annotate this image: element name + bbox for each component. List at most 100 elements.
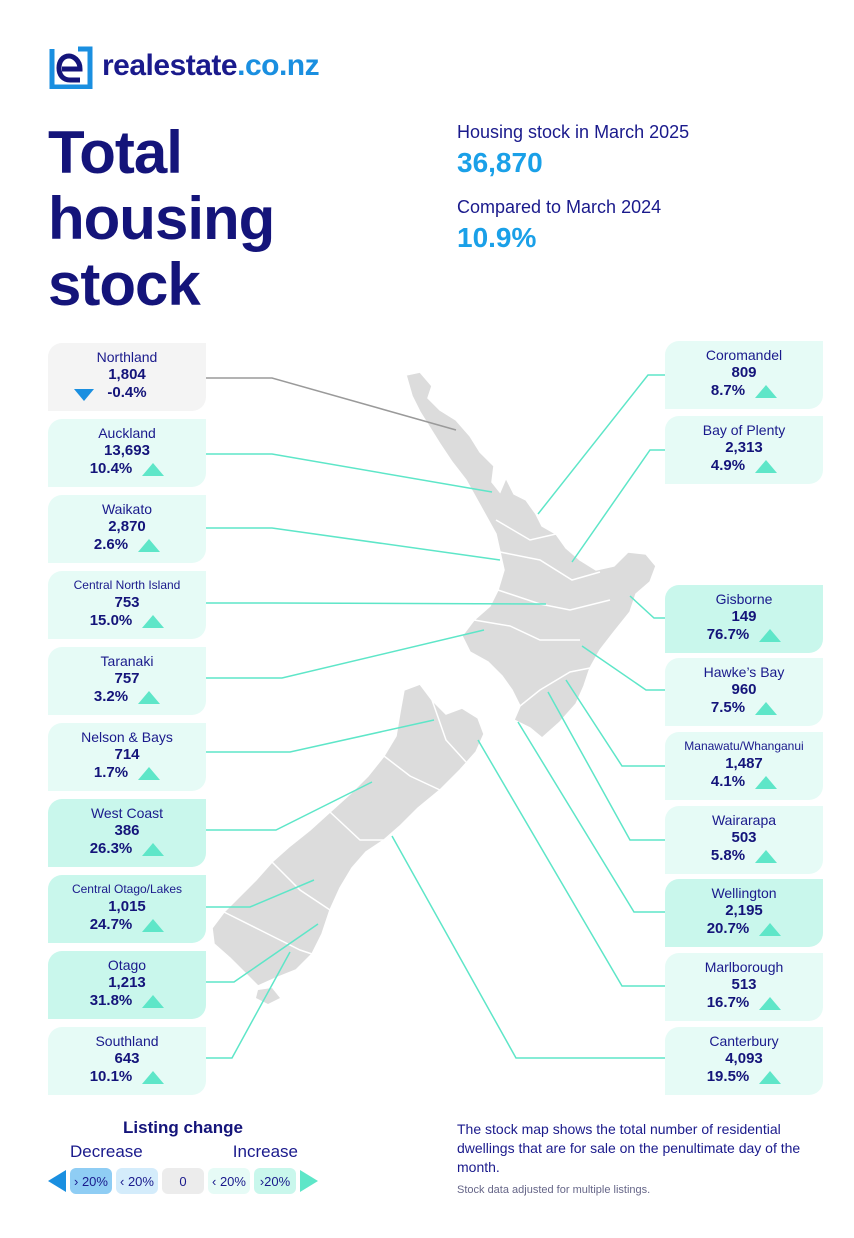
arrow-left-icon — [48, 1170, 66, 1192]
region-change-value: 2.6% — [93, 536, 129, 553]
headline-stats: Housing stock in March 2025 36,870 Compa… — [457, 122, 817, 254]
arrow-right-icon — [300, 1170, 318, 1192]
increase-triangle-icon — [759, 1070, 782, 1084]
increase-triangle-icon — [142, 1070, 165, 1084]
region-name: Wairarapa — [711, 812, 777, 828]
stock-label: Housing stock in March 2025 — [457, 122, 690, 142]
region-change: 3.2% — [48, 688, 206, 706]
decrease-triangle-icon — [74, 389, 94, 401]
region-card-gisborne[interactable]: Gisborne 149 76.7% — [665, 585, 823, 653]
region-name: Manawatu/Whanganui — [684, 739, 804, 753]
region-name: Northland — [96, 349, 158, 365]
region-stock: 503 — [731, 829, 757, 846]
legend-chip-small-increase: ‹ 20% — [208, 1168, 250, 1194]
region-change: 24.7% — [48, 916, 206, 934]
region-card-auckland[interactable]: Auckland 13,693 10.4% — [48, 419, 206, 487]
region-name: Otago — [107, 957, 147, 973]
legend-chip-large-decrease: › 20% — [70, 1168, 112, 1194]
region-name: Gisborne — [715, 591, 773, 607]
region-card-west-coast[interactable]: West Coast 386 26.3% — [48, 799, 206, 867]
region-change: 19.5% — [665, 1068, 823, 1086]
region-change-value: 31.8% — [89, 992, 133, 1009]
region-change: 8.7% — [665, 382, 823, 400]
region-card-nelson-bays[interactable]: Nelson & Bays 714 1.7% — [48, 723, 206, 791]
region-change: 5.8% — [665, 847, 823, 865]
region-change-value: 8.7% — [710, 382, 746, 399]
region-stock: 1,213 — [108, 974, 146, 991]
region-name: West Coast — [90, 805, 164, 821]
brand-logo[interactable]: realestate.co.nz — [48, 42, 320, 90]
listing-change-legend: Listing change Decrease Increase › 20% ‹… — [48, 1118, 328, 1194]
region-change: 4.1% — [665, 773, 823, 791]
region-card-central-north-island[interactable]: Central North Island 753 15.0% — [48, 571, 206, 639]
region-stock: 4,093 — [725, 1050, 763, 1067]
region-card-canterbury[interactable]: Canterbury 4,093 19.5% — [665, 1027, 823, 1095]
region-change: -0.4% — [48, 384, 206, 402]
region-change: 7.5% — [665, 699, 823, 717]
region-name: Canterbury — [709, 1033, 779, 1049]
brand-tld: .co.nz — [237, 49, 320, 82]
stock-value: 36,870 — [457, 147, 543, 178]
region-change-value: 7.5% — [710, 699, 746, 716]
region-change-value: -0.4% — [107, 384, 147, 401]
region-change-value: 15.0% — [89, 612, 133, 629]
region-change-value: 26.3% — [89, 840, 133, 857]
north-island-shape — [405, 371, 657, 739]
region-change: 1.7% — [48, 764, 206, 782]
region-change-value: 4.9% — [710, 457, 746, 474]
region-stock: 149 — [731, 608, 757, 625]
region-change: 31.8% — [48, 992, 206, 1010]
region-card-otago[interactable]: Otago 1,213 31.8% — [48, 951, 206, 1019]
page-title: Total housing stock — [48, 119, 275, 318]
footnote-small: Stock data adjusted for multiple listing… — [457, 1184, 651, 1196]
increase-triangle-icon — [759, 628, 782, 642]
legend-scale: › 20% ‹ 20% 0 ‹ 20% ›20% — [48, 1168, 328, 1194]
legend-increase-label: Increase — [232, 1142, 298, 1161]
increase-triangle-icon — [755, 775, 778, 789]
increase-triangle-icon — [755, 384, 778, 398]
region-change: 16.7% — [665, 994, 823, 1012]
region-change-value: 20.7% — [706, 920, 750, 937]
region-card-wairarapa[interactable]: Wairarapa 503 5.8% — [665, 806, 823, 874]
region-card-southland[interactable]: Southland 643 10.1% — [48, 1027, 206, 1095]
increase-triangle-icon — [138, 690, 161, 704]
region-stock: 2,195 — [725, 902, 763, 919]
region-card-central-otago-lakes[interactable]: Central Otago/Lakes 1,015 24.7% — [48, 875, 206, 943]
region-stock: 2,870 — [108, 518, 146, 535]
region-change: 10.4% — [48, 460, 206, 478]
logo-wordmark: realestate.co.nz — [102, 49, 320, 83]
region-stock: 1,015 — [108, 898, 146, 915]
brand-name: realestate — [102, 49, 238, 82]
region-change-value: 4.1% — [710, 773, 746, 790]
region-card-bay-of-plenty[interactable]: Bay of Plenty 2,313 4.9% — [665, 416, 823, 484]
region-stock: 513 — [731, 976, 757, 993]
region-card-wellington[interactable]: Wellington 2,195 20.7% — [665, 879, 823, 947]
region-name: Southland — [95, 1033, 159, 1049]
region-stock: 13,693 — [104, 442, 150, 459]
increase-triangle-icon — [142, 918, 165, 932]
region-stock: 2,313 — [725, 439, 763, 456]
increase-triangle-icon — [138, 538, 161, 552]
legend-title: Listing change — [123, 1118, 243, 1137]
region-name: Waikato — [101, 501, 153, 517]
region-change-value: 1.7% — [93, 764, 129, 781]
region-stock: 714 — [114, 746, 140, 763]
region-name: Central Otago/Lakes — [71, 882, 183, 896]
region-stock: 643 — [114, 1050, 140, 1067]
region-change-value: 19.5% — [706, 1068, 750, 1085]
region-card-northland[interactable]: Northland 1,804 -0.4% — [48, 343, 206, 411]
legend-decrease-label: Decrease — [70, 1142, 143, 1161]
region-stock: 757 — [114, 670, 140, 687]
legend-chip-large-increase: ›20% — [254, 1168, 296, 1194]
region-stock: 809 — [731, 364, 757, 381]
region-card-coromandel[interactable]: Coromandel 809 8.7% — [665, 341, 823, 409]
region-change: 2.6% — [48, 536, 206, 554]
region-card-waikato[interactable]: Waikato 2,870 2.6% — [48, 495, 206, 563]
region-card-hawkes-bay[interactable]: Hawke’s Bay 960 7.5% — [665, 658, 823, 726]
increase-triangle-icon — [142, 462, 165, 476]
region-name: Taranaki — [100, 653, 154, 669]
region-stock: 960 — [731, 681, 757, 698]
region-card-taranaki[interactable]: Taranaki 757 3.2% — [48, 647, 206, 715]
region-card-manawatu-whanganui[interactable]: Manawatu/Whanganui 1,487 4.1% — [665, 732, 823, 800]
region-card-marlborough[interactable]: Marlborough 513 16.7% — [665, 953, 823, 1021]
